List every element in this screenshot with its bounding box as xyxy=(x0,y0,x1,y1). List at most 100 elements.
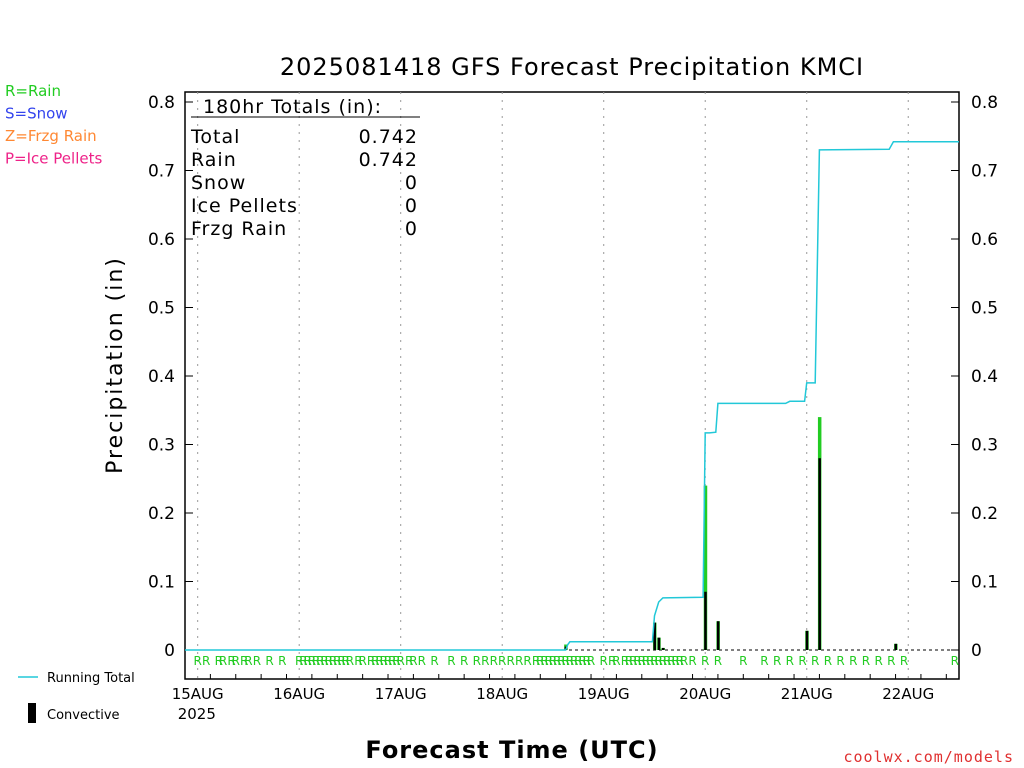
ptype-mark: R xyxy=(507,654,515,668)
ptype-mark: R xyxy=(367,654,375,668)
ptype-mark: R xyxy=(320,654,328,668)
x-tick-label: 17AUG xyxy=(375,685,427,703)
ptype-mark: R xyxy=(536,654,544,668)
ptype-mark: R xyxy=(862,654,870,668)
running-total-legend-label: Running Total xyxy=(47,671,135,686)
y-tick-label-right: 0.6 xyxy=(971,230,998,250)
ptype-mark: R xyxy=(798,654,806,668)
ptype-mark: R xyxy=(633,654,641,668)
y-tick-label: 0.8 xyxy=(148,93,175,113)
ptype-mark: R xyxy=(447,654,455,668)
ptype-legend-item: Z=Frzg Rain xyxy=(5,127,97,145)
y-tick-label: 0.4 xyxy=(148,367,175,387)
ptype-mark: R xyxy=(215,654,223,668)
ptype-mark: R xyxy=(523,654,531,668)
running-total-line xyxy=(185,140,959,651)
convective-bar xyxy=(657,637,661,650)
ptype-mark: R xyxy=(278,654,286,668)
ptype-mark: R xyxy=(900,654,908,668)
ptype-mark: R xyxy=(227,654,235,668)
ptype-mark: R xyxy=(333,654,341,668)
ptype-mark: R xyxy=(316,654,324,668)
ptype-mark: R xyxy=(325,654,333,668)
x-tick-label: 18AUG xyxy=(476,685,528,703)
vertical-grid xyxy=(197,92,909,679)
convective-legend-label: Convective xyxy=(47,708,120,723)
y-tick-label-right: 0.2 xyxy=(971,504,998,524)
ptype-mark: R xyxy=(667,654,675,668)
plot-frame xyxy=(184,91,960,680)
ptype-mark: R xyxy=(566,654,574,668)
ptype-mark: R xyxy=(629,654,637,668)
convective-bar xyxy=(653,622,656,650)
ptype-mark: R xyxy=(545,654,553,668)
ptype-mark: R xyxy=(612,654,620,668)
ptype-mark: R xyxy=(312,654,320,668)
totals-row-value: 0 xyxy=(405,172,418,194)
ptype-mark: R xyxy=(625,654,633,668)
ptype-mark: R xyxy=(392,654,400,668)
x-tick-label: 22AUG xyxy=(882,685,934,703)
y-axis-label: Precipitation (in) xyxy=(103,256,128,474)
ptype-mark: R xyxy=(786,654,794,668)
ptype-mark: R xyxy=(346,654,354,668)
x-axis: 15AUG 16AUG 17AUG 18AUG 19AUG 20AUG 21AUG 22AUG… xyxy=(172,649,959,723)
ptype-mark: R xyxy=(557,654,565,668)
ptype-mark: R xyxy=(460,654,468,668)
ptype-mark: R xyxy=(574,654,582,668)
ptype-mark: R xyxy=(561,654,569,668)
ptype-mark: R xyxy=(409,654,417,668)
totals-row-label: Ice Pellets xyxy=(191,195,298,217)
ptype-mark: R xyxy=(388,654,396,668)
ptype-mark: R xyxy=(240,654,248,668)
ptype-mark: R xyxy=(397,654,405,668)
ptype-mark: R xyxy=(418,654,426,668)
ptype-mark: R xyxy=(646,654,654,668)
ptype-mark: R xyxy=(473,654,481,668)
watermark: coolwx.com/models xyxy=(843,748,1014,766)
y-tick-label-right: 0.1 xyxy=(971,573,998,593)
y-axis-right: 0 0.1 0.2 0.3 0.4 0.5 0.6 0.7 0.8 xyxy=(951,93,998,661)
ptype-mark: R xyxy=(253,654,261,668)
totals-row-value: 0 xyxy=(405,195,418,217)
ptype-mark: R xyxy=(371,654,379,668)
ptype-mark: R xyxy=(354,654,362,668)
y-tick-label-right: 0.3 xyxy=(971,436,998,456)
ptype-mark: R xyxy=(587,654,595,668)
ptype-mark: R xyxy=(358,654,366,668)
ptype-mark: R xyxy=(308,654,316,668)
totals-row-value: 0.742 xyxy=(359,126,418,148)
ptype-mark: R xyxy=(384,654,392,668)
y-tick-label-right: 0.7 xyxy=(971,162,998,182)
ptype-mark: R xyxy=(608,654,616,668)
convective-bar xyxy=(894,643,898,650)
ptype-legend-item: S=Snow xyxy=(5,105,68,123)
ptype-mark: R xyxy=(773,654,781,668)
ptype-mark: R xyxy=(515,654,523,668)
totals-row-label: Frzg Rain xyxy=(191,218,287,240)
ptype-mark: R xyxy=(849,654,857,668)
x-tick-label: 15AUG xyxy=(172,685,224,703)
ptype-mark: R xyxy=(299,654,307,668)
ptype-mark: R xyxy=(570,654,578,668)
ptype-mark: R xyxy=(295,654,303,668)
y-tick-label: 0 xyxy=(164,641,175,661)
y-tick-label: 0.6 xyxy=(148,230,175,250)
ptype-mark: R xyxy=(642,654,650,668)
ptype-mark: R xyxy=(532,654,540,668)
ptype-mark: R xyxy=(600,654,608,668)
ptype-mark: R xyxy=(836,654,844,668)
totals-row-value: 0 xyxy=(405,218,418,240)
x-tick-label: 19AUG xyxy=(578,685,630,703)
ptype-mark: R xyxy=(655,654,663,668)
y-tick-label-right: 0 xyxy=(971,641,982,661)
ptype-mark: R xyxy=(676,654,684,668)
ptype-mark: R xyxy=(811,654,819,668)
y-tick-label-right: 0.8 xyxy=(971,93,998,113)
ptype-mark: R xyxy=(342,654,350,668)
ptype-mark: R xyxy=(650,654,658,668)
ptype-legend-item: P=Ice Pellets xyxy=(5,150,102,168)
y-tick-label: 0.3 xyxy=(148,436,175,456)
ptype-mark: R xyxy=(659,654,667,668)
